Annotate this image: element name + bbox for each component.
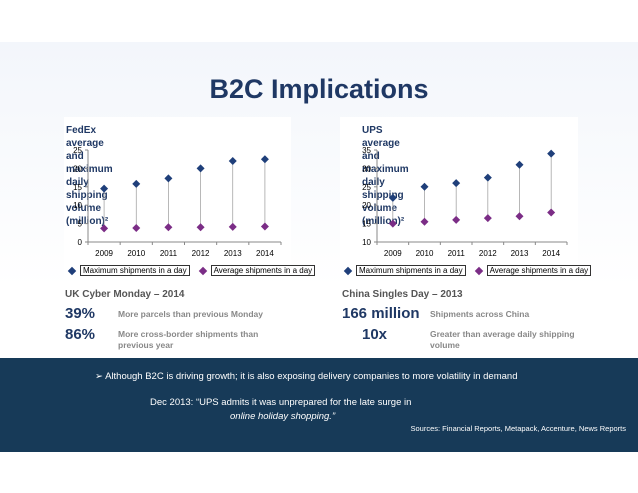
ups-chart-title: UPS average and maximum daily shipping v… — [362, 124, 409, 228]
fedex-x-tick-label: 2009 — [95, 249, 113, 258]
ups-y-tick-label: 15 — [362, 220, 371, 229]
ups-x-tick-label: 2009 — [384, 249, 402, 258]
fedex-y-tick-label: 0 — [78, 238, 83, 247]
ups-y-tick-label: 20 — [362, 201, 371, 210]
fedex-avg-point — [260, 222, 269, 231]
fedex-max-point — [164, 174, 173, 183]
fedex-x-tick-label: 2014 — [256, 249, 274, 258]
ups-avg-point — [483, 214, 492, 223]
ups-avg-point — [515, 212, 524, 221]
ups-legend-max-marker — [343, 266, 353, 275]
footer-sources: Sources: Financial Reports, Metapack, Ac… — [410, 424, 626, 433]
uk-stat2-value: 86% — [65, 326, 96, 343]
fedex-chart-legend: Maximum shipments in a day Average shipm… — [66, 265, 316, 276]
slide-title: B2C Implications — [209, 74, 429, 104]
fedex-avg-point — [228, 222, 237, 231]
fedex-y-tick-label: 20 — [73, 164, 82, 173]
footer-band — [0, 358, 638, 452]
fedex-avg-point — [196, 223, 205, 232]
fedex-chart-title-line2: volume (million)² — [66, 203, 109, 227]
uk-heading: UK Cyber Monday – 2014 — [65, 289, 185, 300]
fedex-max-point — [132, 179, 141, 188]
footer-quote-line2: online holiday shopping.” — [230, 411, 336, 422]
ups-y-tick-label: 25 — [362, 183, 371, 192]
uk-stat2-text: More cross-border shipments than previou… — [118, 329, 258, 351]
china-stat2-text-line1: Greater than average daily shipping — [430, 329, 575, 339]
footer-quote-line1: Dec 2013: “UPS admits it was unprepared … — [150, 397, 412, 408]
fedex-avg-point — [100, 224, 109, 233]
uk-stat1-value: 39% — [65, 305, 96, 322]
ups-avg-point — [388, 219, 397, 228]
fedex-avg-point — [164, 223, 173, 232]
fedex-chart-panel — [64, 117, 291, 280]
fedex-max-point — [228, 157, 237, 166]
uk-stat2-text-line2: previous year — [118, 340, 174, 350]
ups-x-tick-label: 2012 — [479, 249, 497, 258]
fedex-avg-point — [132, 224, 141, 233]
fedex-chart-title-line1: FedEx average and maximum daily shipping — [66, 125, 113, 201]
fedex-x-tick-label: 2012 — [192, 249, 210, 258]
footer-quote: Dec 2013: “UPS admits it was unprepared … — [150, 396, 490, 424]
ups-max-point — [388, 193, 397, 202]
ups-chart-panel — [340, 117, 578, 280]
ups-avg-point — [420, 217, 429, 226]
ups-max-point — [420, 182, 429, 191]
fedex-x-tick-label: 2013 — [224, 249, 242, 258]
ups-y-tick-label: 30 — [362, 164, 371, 173]
ups-chart-legend: Maximum shipments in a day Average shipm… — [342, 265, 592, 276]
ups-legend-avg-marker — [474, 266, 483, 275]
ups-max-point — [547, 149, 556, 158]
ups-y-tick-label: 10 — [362, 238, 371, 247]
fedex-max-point — [100, 184, 109, 193]
ups-avg-point — [452, 215, 461, 224]
ups-legend-avg-label: Average shipments in a day — [486, 265, 592, 276]
china-stat1-value: 166 million — [342, 305, 420, 322]
fedex-legend-max-label: Maximum shipments in a day — [80, 265, 190, 276]
china-stat2-text: Greater than average daily shipping volu… — [430, 329, 575, 351]
ups-legend-max-label: Maximum shipments in a day — [356, 265, 466, 276]
ups-x-tick-label: 2014 — [542, 249, 560, 258]
fedex-legend-avg-label: Average shipments in a day — [210, 265, 316, 276]
ups-avg-point — [547, 208, 556, 217]
ups-max-point — [452, 179, 461, 188]
fedex-max-point — [196, 164, 205, 173]
ups-x-tick-label: 2011 — [448, 249, 466, 258]
ups-max-point — [515, 160, 524, 169]
china-stat1-text: Shipments across China — [430, 309, 530, 319]
china-stat2-text-line2: volume — [430, 340, 460, 350]
footer-bullet: ➢ Although B2C is driving growth; it is … — [95, 371, 518, 382]
ups-max-point — [483, 173, 492, 182]
china-stat2-value: 10x — [362, 326, 388, 343]
ups-chart-title-line2: volume (million)² — [362, 203, 405, 227]
fedex-y-tick-label: 5 — [78, 220, 83, 229]
ups-x-tick-label: 2013 — [511, 249, 529, 258]
ups-y-tick-label: 35 — [362, 146, 371, 155]
fedex-x-tick-label: 2010 — [127, 249, 145, 258]
fedex-y-tick-label: 25 — [73, 146, 82, 155]
uk-stat2-text-line1: More cross-border shipments than — [118, 329, 259, 339]
fedex-chart-title: FedEx average and maximum daily shipping… — [66, 124, 113, 228]
uk-stat1-text: More parcels than previous Monday — [118, 309, 264, 319]
ups-chart-title-line1: UPS average and maximum daily shipping — [362, 125, 409, 201]
fedex-y-tick-label: 15 — [73, 183, 82, 192]
ups-x-tick-label: 2010 — [416, 249, 434, 258]
fedex-y-tick-label: 10 — [73, 201, 82, 210]
fedex-max-point — [260, 155, 269, 164]
china-heading: China Singles Day – 2013 — [342, 289, 463, 300]
fedex-x-tick-label: 2011 — [160, 249, 178, 258]
